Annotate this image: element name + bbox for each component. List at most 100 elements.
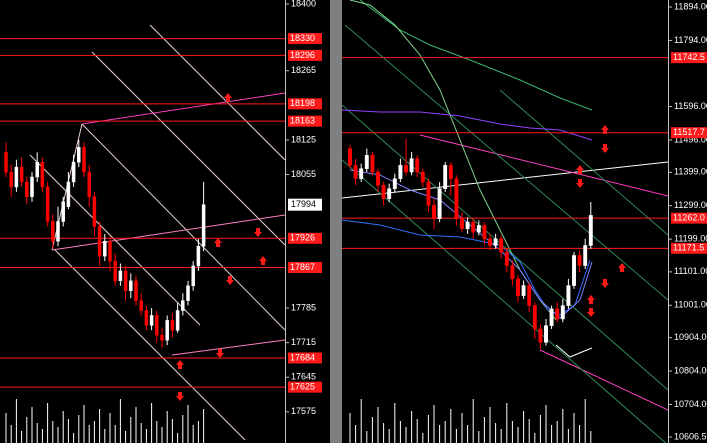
candle-body [77, 147, 81, 163]
y-tick-label: 18125 [291, 134, 316, 144]
candle-body [103, 241, 107, 257]
y-tick-label: 11399.00 [674, 167, 707, 177]
candle-body [56, 221, 60, 242]
candle-body [25, 181, 29, 198]
level-label: 17625 [290, 382, 315, 392]
y-tick-label: 11001.00 [674, 300, 707, 310]
level-box [671, 212, 707, 224]
candle-body [510, 265, 515, 280]
price-box [288, 198, 322, 211]
candle-body [134, 280, 138, 301]
candle-body [129, 280, 133, 291]
candle-body [588, 215, 593, 246]
level-label: 11171.5 [673, 243, 704, 253]
y-tick-label: 11894.00 [674, 1, 707, 11]
candle-body [488, 238, 492, 246]
candle-body [465, 221, 470, 230]
level-box [288, 33, 322, 45]
y-tick-label: 11496.00 [674, 134, 707, 144]
candle-body [460, 218, 464, 230]
y-tick-label: 11101.00 [674, 266, 707, 276]
candle-body [45, 186, 50, 222]
candle-body [504, 251, 509, 266]
candle-body [577, 255, 582, 266]
candle-body [572, 255, 576, 286]
y-tick-label: 10904.00 [674, 332, 707, 342]
candle-body [113, 260, 117, 282]
candle-body [9, 171, 13, 188]
candle-body [381, 185, 386, 199]
candle-body [443, 165, 448, 189]
y-tick-label: 10804.00 [674, 365, 707, 375]
candle-body [108, 241, 112, 262]
candle-body [560, 305, 565, 320]
level-box [288, 381, 322, 393]
candle-body [165, 320, 169, 341]
candle-body [549, 308, 554, 326]
candle-body [35, 161, 39, 178]
candle-body [348, 148, 352, 166]
candle-body [82, 147, 86, 173]
candle-body [387, 188, 392, 199]
candle-body [426, 181, 431, 206]
level-box [288, 115, 322, 127]
y-tick-label: 11596.00 [674, 101, 707, 111]
candle-body [516, 278, 520, 296]
candle-body [87, 171, 91, 198]
candle-body [61, 201, 65, 222]
y-tick-label: 10606.50 [674, 431, 707, 441]
level-label: 17684 [290, 352, 315, 362]
level-label: 18163 [290, 116, 315, 126]
candle-body [359, 168, 364, 179]
candle-body [123, 270, 128, 291]
candle-body [532, 305, 537, 330]
candle-body [155, 315, 159, 336]
candle-body [476, 225, 481, 233]
candle-body [448, 165, 453, 179]
level-box [671, 242, 707, 254]
candle-body [555, 308, 560, 320]
y-tick-label: 18055 [291, 169, 316, 179]
candle-body [4, 152, 8, 173]
candle-body [493, 238, 498, 246]
arrows [176, 93, 626, 401]
candle-body [409, 158, 414, 173]
candle-body [527, 285, 532, 306]
candle-body [482, 225, 487, 240]
candle-body [201, 204, 206, 247]
candle-body [191, 265, 195, 287]
candle-body [14, 166, 19, 188]
candle-body [149, 315, 154, 326]
candle-body [521, 285, 526, 296]
level-label: 18296 [290, 50, 315, 60]
level-label: 18198 [290, 98, 315, 108]
candle-body [364, 155, 369, 169]
level-box [288, 232, 322, 244]
level-label: 17867 [290, 262, 315, 272]
candle-body [196, 245, 201, 267]
candle-body [92, 196, 97, 227]
y-tick-label: 17715 [291, 337, 316, 347]
candle-body [40, 161, 45, 188]
y-tick-label: 11199.00 [674, 234, 707, 244]
y-tick-label: 11794.00 [674, 35, 707, 45]
candle-body [437, 188, 442, 220]
candle-body [415, 158, 420, 173]
candle-body [376, 171, 380, 186]
candle-body [566, 285, 571, 306]
candle-body [144, 310, 149, 326]
y-tick-label: 18400 [291, 0, 316, 8]
candle-body [420, 171, 425, 183]
current-price: 17994 [291, 199, 316, 209]
candle-body [51, 221, 55, 242]
candle-body [97, 226, 102, 257]
level-box [288, 261, 322, 273]
candle-body [66, 181, 71, 207]
candle-body [583, 245, 588, 266]
panel-separator [330, 0, 342, 443]
y-tick-label: 10704.00 [674, 399, 707, 409]
candle-body [432, 205, 436, 220]
candle-body [471, 221, 476, 233]
